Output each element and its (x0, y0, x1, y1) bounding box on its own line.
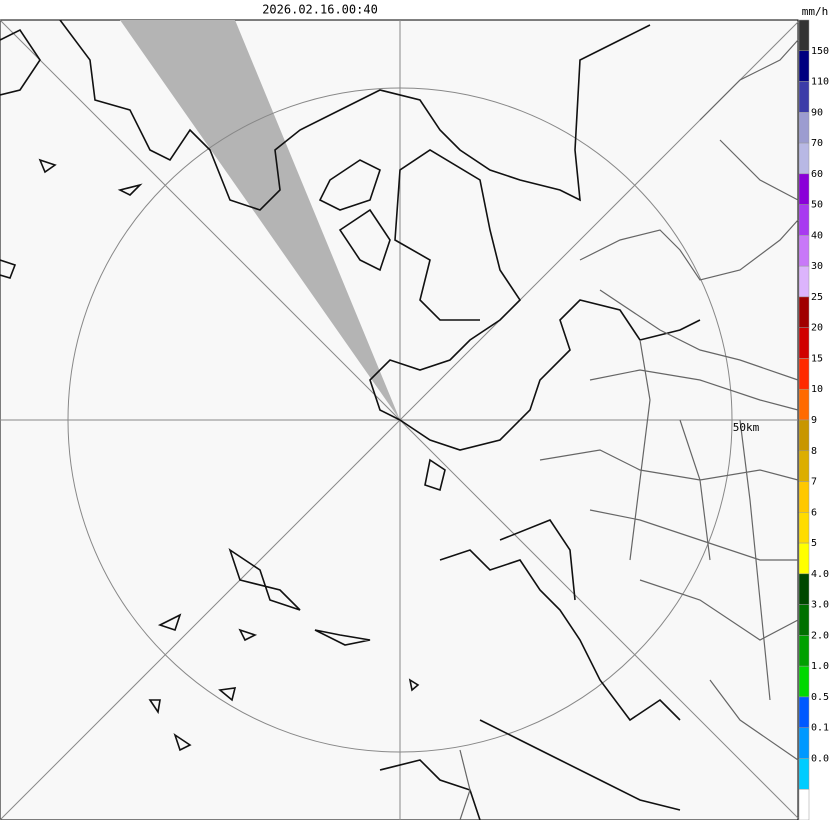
legend-swatch (798, 296, 810, 328)
legend-label: 8 (811, 446, 817, 457)
legend-label: 3.0 (811, 600, 829, 611)
legend-swatch (798, 388, 810, 421)
legend-label: 15 (811, 353, 823, 364)
legend-label: 1.0 (811, 661, 829, 672)
legend-label: 0.5 (811, 692, 829, 703)
coastline (479, 719, 681, 811)
coastline (379, 519, 681, 821)
legend-swatch (798, 542, 810, 575)
diagonal (0, 21, 799, 821)
legend-swatch (798, 358, 810, 390)
legend-label: 4.0 (811, 569, 829, 580)
legend-label: 40 (811, 230, 823, 241)
legend-swatch (798, 19, 810, 52)
legend-swatch (798, 604, 810, 636)
admin-border (459, 39, 799, 821)
legend-swatch (798, 758, 810, 790)
legend-label: 0.1 (811, 723, 829, 734)
legend-label: 9 (811, 415, 817, 426)
legend-swatch (798, 112, 810, 144)
legend-label: 60 (811, 169, 823, 180)
map (0, 19, 799, 821)
legend-label: 30 (811, 261, 823, 272)
coastline (369, 149, 522, 421)
coastline (157, 458, 446, 646)
range-label: 50km (733, 421, 760, 434)
coastline (59, 19, 651, 211)
legend-swatch (798, 727, 810, 759)
legend-swatch (798, 481, 810, 513)
legend-swatch (798, 419, 810, 452)
legend: 150 110 90 70 60 50 40 30 25 20 15 10 9 8 7 6 5 4.0 3.0 2.0… (798, 19, 829, 821)
legend-label: 6 (811, 507, 817, 518)
legend-swatch (798, 50, 810, 82)
legend-swatch (798, 788, 810, 821)
legend-label: 150 (811, 46, 829, 57)
legend-label: 110 (811, 77, 829, 88)
legend-swatch (798, 635, 810, 667)
coastline (318, 159, 391, 272)
legend-swatch (798, 173, 810, 205)
legend-label: 5 (811, 538, 817, 549)
legend-label: 2.0 (811, 630, 829, 641)
legend-swatch (798, 450, 810, 482)
legend-label: 20 (811, 323, 823, 334)
coastline (0, 28, 420, 752)
legend-swatch (798, 235, 810, 267)
legend-swatch (798, 327, 810, 359)
timestamp: 2026.02.16.00:40 (262, 3, 378, 17)
unit-label: mm/h (802, 5, 829, 18)
legend-label: 50 (811, 200, 823, 211)
legend-swatch (798, 142, 810, 175)
legend-swatch (798, 81, 810, 113)
legend-swatch (798, 512, 810, 544)
legend-label: 70 (811, 138, 823, 149)
legend-swatch (798, 204, 810, 236)
legend-label: 7 (811, 477, 817, 488)
blocked-sector (120, 20, 400, 420)
legend-label: 90 (811, 107, 823, 118)
legend-label: 10 (811, 384, 823, 395)
legend-label: 0.0 (811, 753, 829, 764)
legend-swatch (798, 265, 810, 298)
legend-swatch (798, 696, 810, 728)
legend-swatch (798, 573, 810, 605)
legend-swatch (798, 665, 810, 698)
legend-label: 25 (811, 292, 823, 303)
